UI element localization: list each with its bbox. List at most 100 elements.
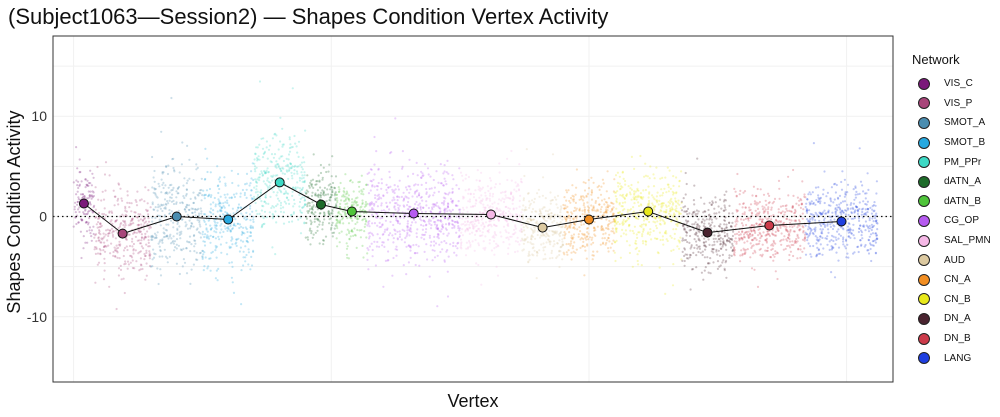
data-point [811, 191, 814, 194]
data-point [263, 169, 266, 173]
data-point [391, 274, 394, 277]
data-point [439, 250, 442, 254]
data-point [815, 242, 818, 245]
data-point [780, 239, 783, 242]
data-point [92, 206, 95, 209]
data-point [298, 200, 302, 204]
data-point [671, 208, 674, 211]
data-point [322, 190, 325, 193]
data-point [85, 220, 88, 224]
data-point [591, 208, 594, 211]
data-point [293, 134, 296, 138]
data-point [395, 254, 398, 257]
data-point [151, 265, 154, 268]
data-point [791, 206, 794, 209]
data-point [283, 200, 286, 203]
data-point [433, 223, 437, 226]
data-point [392, 237, 395, 240]
data-point [693, 184, 696, 187]
data-point [829, 198, 832, 201]
data-point [803, 195, 806, 198]
data-point [465, 173, 468, 176]
data-point [396, 195, 399, 198]
data-point [444, 197, 447, 200]
data-point [794, 220, 797, 223]
data-point [705, 218, 708, 221]
data-point [876, 228, 879, 231]
data-point [608, 222, 611, 226]
data-point [474, 219, 477, 222]
data-point [239, 239, 243, 242]
data-point [583, 234, 586, 237]
data-point [114, 255, 117, 258]
data-point [871, 205, 874, 208]
data-point [535, 210, 538, 213]
data-point [436, 305, 439, 308]
data-point [565, 191, 569, 194]
data-point [369, 189, 372, 192]
data-point [260, 226, 263, 229]
data-point [590, 193, 593, 196]
data-point [366, 258, 369, 261]
data-point [457, 236, 460, 239]
data-point [261, 147, 265, 150]
data-point [153, 188, 156, 191]
data-point [172, 157, 175, 160]
data-point [106, 239, 109, 242]
data-point [162, 203, 165, 206]
data-point [207, 215, 210, 218]
data-point [153, 252, 156, 255]
data-point [167, 164, 170, 167]
data-point [338, 232, 341, 235]
data-point [728, 221, 731, 224]
data-point [89, 169, 92, 172]
data-point [530, 234, 534, 237]
data-point [668, 202, 672, 205]
data-point [76, 167, 79, 170]
data-point [408, 158, 411, 161]
data-point [810, 216, 814, 219]
data-point [263, 200, 266, 203]
data-point [766, 218, 769, 221]
data-point [637, 217, 640, 221]
data-point [170, 183, 173, 186]
data-point [712, 248, 715, 251]
data-point [793, 224, 796, 227]
data-point [132, 232, 135, 235]
data-point [717, 238, 720, 241]
data-point [256, 190, 259, 193]
data-point [151, 203, 154, 206]
data-point [621, 171, 624, 174]
data-point [819, 202, 822, 205]
data-point [274, 174, 277, 177]
data-point [235, 192, 238, 195]
data-point [564, 217, 567, 220]
data-point [743, 213, 746, 216]
data-point [327, 193, 330, 196]
data-point [722, 200, 726, 203]
data-point [446, 202, 450, 205]
data-point [615, 230, 618, 234]
data-point [209, 203, 212, 206]
data-point [698, 239, 701, 242]
data-point [449, 243, 452, 246]
data-point [808, 227, 812, 230]
data-point [557, 233, 561, 236]
data-point [810, 255, 813, 258]
data-point [272, 156, 275, 159]
data-point [714, 201, 717, 204]
data-point [200, 177, 203, 180]
data-point [163, 215, 166, 218]
data-point [509, 193, 513, 196]
data-point [270, 161, 273, 164]
data-point [717, 224, 721, 228]
data-point [318, 180, 321, 183]
data-point [755, 201, 758, 204]
data-point [139, 230, 142, 233]
data-point [294, 186, 297, 189]
data-point [658, 215, 661, 218]
data-point [733, 249, 736, 252]
data-point [473, 222, 476, 226]
data-point [229, 229, 232, 232]
data-point [130, 202, 133, 205]
